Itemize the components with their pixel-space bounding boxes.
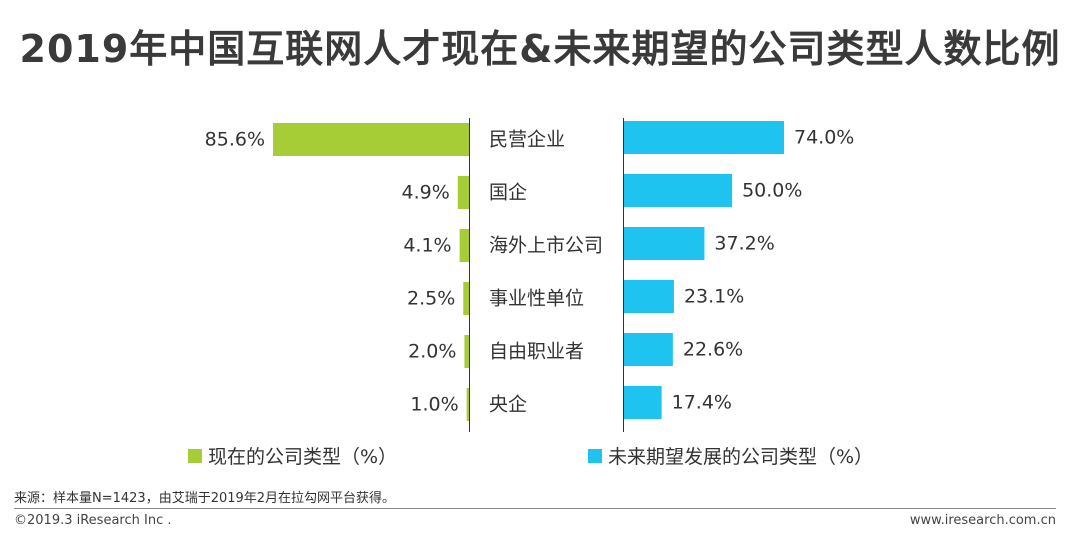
data-label-future-3: 23.1% [684, 286, 744, 308]
bar-chart: 85.6% 74.0% 民营企业 4.9% 50.0% 国企 4.1% 37.2% 海外上市公司… [205, 118, 854, 432]
legend-current-label: 现在的公司类型（%） [208, 446, 398, 468]
data-label-future-5: 17.4% [672, 392, 732, 414]
data-label-current-3: 2.5% [407, 288, 455, 310]
category-label-1: 国企 [489, 182, 527, 204]
bar-future-5 [624, 386, 662, 419]
legend-future-label: 未来期望发展的公司类型（%） [608, 446, 874, 468]
legend-future-swatch [588, 448, 602, 463]
data-label-current-4: 2.0% [408, 341, 456, 363]
bar-future-4 [624, 333, 673, 366]
bar-current-2 [459, 229, 469, 262]
source-note: 来源：样本量N=1423，由艾瑞于2019年2月在拉勾网平台获得。 [14, 491, 396, 506]
category-label-0: 民营企业 [489, 129, 565, 151]
legend-current-swatch [188, 448, 202, 463]
chart-title: 2019年中国互联网人才现在&未来期望的公司类型人数比例 [19, 27, 1061, 71]
data-label-future-0: 74.0% [794, 127, 854, 149]
data-label-future-4: 22.6% [683, 339, 743, 361]
bar-current-5 [466, 388, 469, 421]
data-label-current-2: 4.1% [403, 235, 451, 257]
data-label-current-1: 4.9% [401, 182, 449, 204]
footer-divider [14, 508, 1056, 509]
data-label-current-0: 85.6% [205, 129, 265, 151]
bar-current-1 [457, 176, 469, 209]
category-label-3: 事业性单位 [489, 288, 584, 310]
category-label-4: 自由职业者 [489, 341, 584, 363]
data-label-future-1: 50.0% [742, 180, 802, 202]
website-url: www.iresearch.com.cn [909, 513, 1056, 528]
bar-current-4 [464, 335, 469, 368]
copyright: ©2019.3 iResearch Inc . [14, 513, 172, 528]
bar-future-0 [624, 121, 784, 154]
bar-future-3 [624, 280, 674, 313]
bar-current-0 [273, 123, 469, 156]
bar-future-1 [624, 174, 733, 207]
category-label-2: 海外上市公司 [489, 235, 603, 257]
data-label-future-2: 37.2% [714, 233, 774, 255]
bar-future-2 [624, 227, 705, 260]
category-label-5: 央企 [489, 394, 527, 416]
legend-future: 未来期望发展的公司类型（%） [588, 442, 873, 469]
bar-current-3 [463, 282, 469, 315]
data-label-current-5: 1.0% [410, 394, 458, 416]
legend-current: 现在的公司类型（%） [188, 442, 397, 469]
